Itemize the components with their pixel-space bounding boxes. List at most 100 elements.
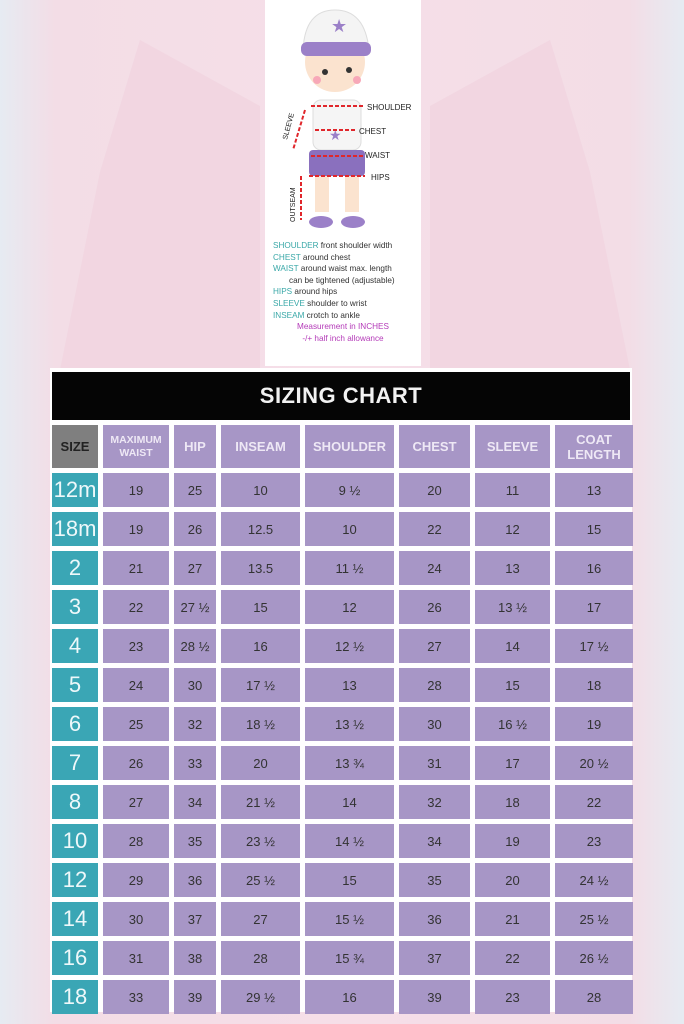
measurement-note: Measurement in INCHES [297,322,389,332]
table-cell: 14 ½ [305,824,394,858]
table-cell: 36 [399,902,470,936]
table-cell: 28 [399,668,470,702]
table-cell: 23 [103,629,169,663]
table-cell: 25 [103,707,169,741]
table-cell: 21 [103,551,169,585]
legend-item: HIPS around hips [273,287,338,297]
table-cell: 30 [399,707,470,741]
table-cell: 23 ½ [221,824,300,858]
table-cell: 12.5 [221,512,300,546]
table-cell: 22 [475,941,550,975]
table-cell: 36 [174,863,216,897]
table-cell: 23 [555,824,633,858]
table-cell: 22 [399,512,470,546]
table-cell: 21 ½ [221,785,300,819]
table-cell: 17 ½ [221,668,300,702]
table-cell: 17 ½ [555,629,633,663]
legend-item: SHOULDER front shoulder width [273,241,393,250]
column-header: INSEAM [221,425,300,468]
table-cell: 16 ½ [475,707,550,741]
size-label: 6 [52,707,98,741]
table-cell: 15 ¾ [305,941,394,975]
table-cell: 34 [174,785,216,819]
table-cell: 28 ½ [174,629,216,663]
table-cell: 32 [174,707,216,741]
table-cell: 26 [103,746,169,780]
table-cell: 20 [221,746,300,780]
table-cell: 22 [555,785,633,819]
table-cell: 19 [475,824,550,858]
table-cell: 12 [305,590,394,624]
table-cell: 13 ½ [305,707,394,741]
table-cell: 29 [103,863,169,897]
label-hips: HIPS [371,173,390,182]
table-cell: 13 [555,473,633,507]
table-cell: 26 [174,512,216,546]
table-cell: 33 [174,746,216,780]
column-header: SHOULDER [305,425,394,468]
table-cell: 14 [305,785,394,819]
table-cell: 31 [103,941,169,975]
table-cell: 35 [399,863,470,897]
size-label: 10 [52,824,98,858]
size-label: 12 [52,863,98,897]
table-cell: 18 ½ [221,707,300,741]
table-cell: 15 [221,590,300,624]
label-sleeve: SLEEVE [282,112,296,140]
table-cell: 13 ¾ [305,746,394,780]
table-cell: 16 [555,551,633,585]
size-label: 5 [52,668,98,702]
allowance-note: -/+ half inch allowance [302,333,384,343]
table-cell: 39 [399,980,470,1014]
sizing-table: SIZE MAXIMUM WAIST HIP INSEAM SHOULDER CHEST S… [52,425,633,1014]
size-label: 8 [52,785,98,819]
table-cell: 25 ½ [555,902,633,936]
table-cell: 28 [555,980,633,1014]
table-cell: 13 ½ [475,590,550,624]
label-shoulder: SHOULDER [367,103,412,112]
table-cell: 27 [221,902,300,936]
table-cell: 13.5 [221,551,300,585]
table-cell: 27 ½ [174,590,216,624]
blazer-lapel-right [430,40,630,370]
table-cell: 26 [399,590,470,624]
table-cell: 26 ½ [555,941,633,975]
size-label: 18 [52,980,98,1014]
size-label: 16 [52,941,98,975]
column-header: SIZE [52,425,98,468]
size-label: 3 [52,590,98,624]
table-cell: 13 [475,551,550,585]
table-cell: 19 [103,512,169,546]
table-cell: 29 ½ [221,980,300,1014]
size-label: 7 [52,746,98,780]
table-cell: 37 [174,902,216,936]
table-cell: 20 [399,473,470,507]
table-cell: 12 ½ [305,629,394,663]
table-cell: 15 [555,512,633,546]
size-label: 14 [52,902,98,936]
legend-item: SLEEVE shoulder to wrist [273,298,367,308]
table-cell: 39 [174,980,216,1014]
measurement-legend: SHOULDER front shoulder width CHEST arou… [273,240,413,344]
table-cell: 28 [103,824,169,858]
table-cell: 25 [174,473,216,507]
table-cell: 32 [399,785,470,819]
table-cell: 17 [475,746,550,780]
table-cell: 24 [399,551,470,585]
table-cell: 18 [475,785,550,819]
table-cell: 22 [103,590,169,624]
size-label: 2 [52,551,98,585]
sizing-chart: SIZING CHART SIZE MAXIMUM WAIST HIP INSEAM S… [50,368,633,1014]
size-label: 4 [52,629,98,663]
table-cell: 11 ½ [305,551,394,585]
size-label: 18m [52,512,98,546]
size-label: 12m [52,473,98,507]
chart-title: SIZING CHART [52,372,630,420]
table-cell: 17 [555,590,633,624]
table-cell: 25 ½ [221,863,300,897]
column-header: SLEEVE [475,425,550,468]
table-cell: 34 [399,824,470,858]
table-cell: 27 [103,785,169,819]
column-header: MAXIMUM WAIST [103,425,169,468]
svg-text:★: ★ [331,16,347,36]
